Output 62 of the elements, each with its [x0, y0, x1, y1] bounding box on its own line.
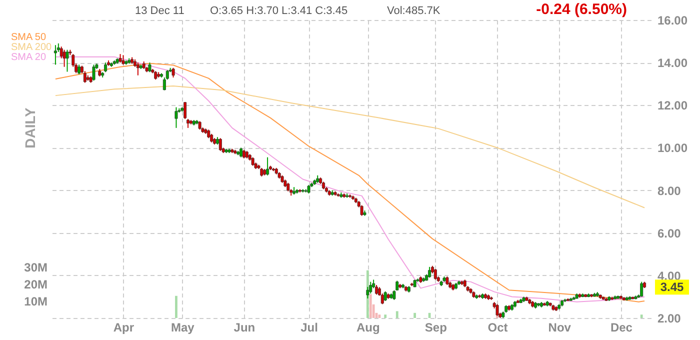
candlestick: [240, 147, 243, 158]
y2-tick-label: 10M: [24, 294, 48, 308]
x-tick-label: Apr: [113, 320, 134, 334]
series-label: SMA 20: [11, 52, 46, 63]
bar: [175, 296, 178, 318]
candlestick: [360, 204, 364, 216]
text: -0.24 (6.50%): [536, 1, 627, 18]
candlestick: [640, 281, 644, 298]
candlestick: [62, 49, 66, 68]
bar: [414, 312, 416, 318]
candlestick: [375, 284, 378, 296]
y-tick-label: 12.00: [658, 98, 688, 113]
x-tick-label: May: [170, 320, 195, 334]
candlestick: [136, 62, 140, 76]
y-tick-label: 10.00: [658, 141, 688, 156]
y-tick-label: 2.00: [658, 312, 682, 326]
candlestick: [172, 67, 175, 78]
text: Vol:485.7K: [387, 5, 441, 17]
bar: [384, 314, 387, 318]
x-tick-label: Sep: [424, 320, 447, 334]
x-tick-label: Aug: [356, 320, 380, 334]
candlestick: [218, 138, 222, 152]
candlestick: [366, 286, 370, 299]
candlestick: [369, 281, 372, 294]
candlestick: [184, 101, 187, 120]
y-tick-label: 14.00: [658, 56, 688, 70]
candlestick: [92, 64, 96, 82]
candlestick: [54, 44, 57, 66]
candlestick: [266, 156, 270, 176]
x-tick-label: Jun: [234, 320, 256, 334]
candlestick: [122, 54, 125, 66]
bar: [396, 311, 398, 318]
bar: [640, 314, 643, 318]
y-tick-label: 4.00: [658, 268, 682, 283]
bar: [369, 294, 372, 318]
y2-tick-label: 20M: [24, 277, 48, 292]
candlestick: [434, 268, 437, 280]
x-tick-label: Jul: [300, 320, 318, 334]
candlestick: [78, 64, 81, 75]
candlestick: [104, 62, 108, 73]
candlestick: [496, 304, 499, 316]
text: SMA 200: [11, 42, 52, 53]
y-tick-label: 8.00: [658, 184, 682, 198]
text: 3.45: [660, 280, 684, 294]
y-tick-label: 6.00: [658, 226, 682, 240]
candlestick: [166, 70, 169, 80]
x-tick-label: Dec: [610, 320, 633, 334]
line-series: [54, 85, 646, 208]
text: SMA 50: [11, 32, 46, 43]
y-tick-label: 16.00: [658, 14, 688, 28]
candlestick: [148, 62, 152, 73]
text: DAILY: [22, 106, 38, 148]
y2-tick-label: 30M: [24, 260, 48, 274]
candlestick: [428, 266, 432, 278]
candlestick: [66, 49, 69, 72]
x-tick-label: Nov: [548, 320, 572, 334]
candlestick: [384, 290, 387, 302]
candlestick: [83, 70, 86, 84]
text: O:3.65 H:3.70 L:3.41 C:3.45: [210, 5, 348, 17]
text: 13 Dec 11: [135, 5, 184, 17]
x-tick-label: Oct: [488, 320, 508, 334]
candlestick: [174, 106, 178, 128]
